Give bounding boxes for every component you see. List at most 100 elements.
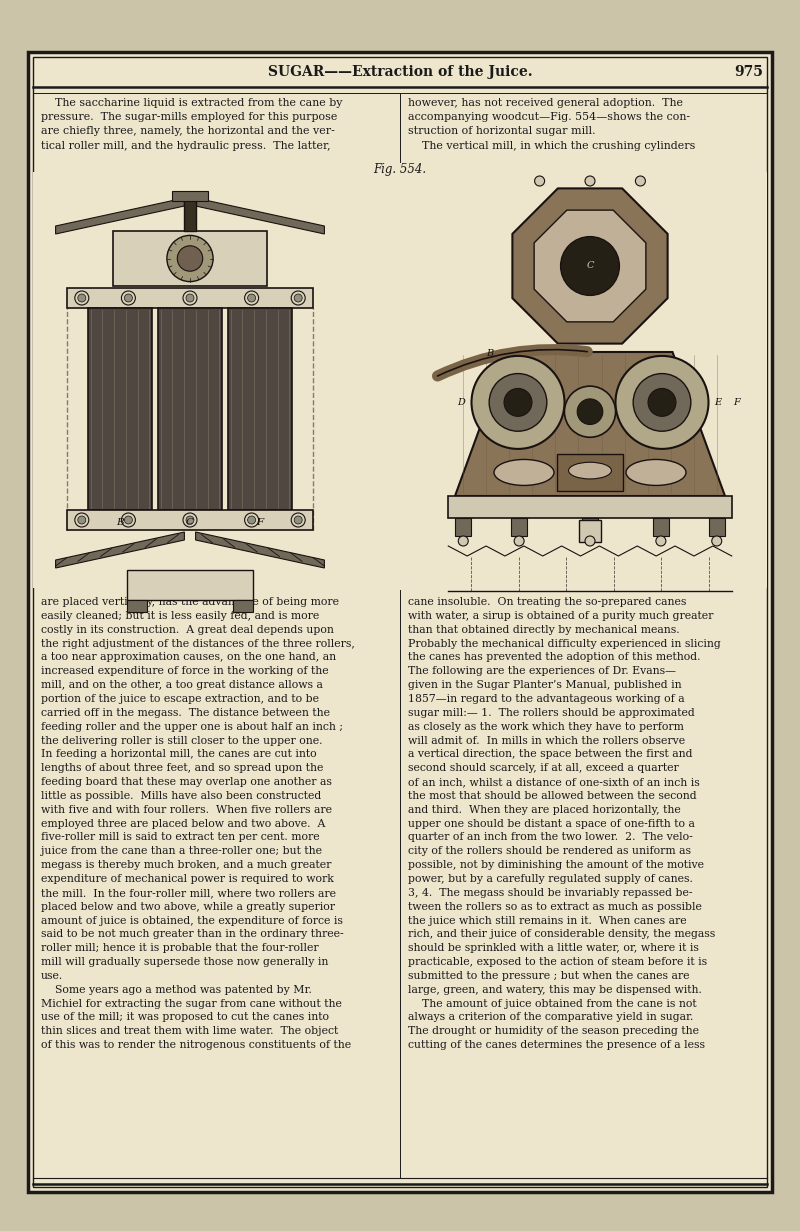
Circle shape xyxy=(585,535,595,547)
Text: as closely as the work which they have to perform: as closely as the work which they have t… xyxy=(408,721,684,731)
Text: with five and with four rollers.  When five rollers are: with five and with four rollers. When fi… xyxy=(41,805,332,815)
Bar xyxy=(127,570,253,599)
Text: B: B xyxy=(116,518,124,527)
Bar xyxy=(448,496,732,518)
Bar xyxy=(511,518,527,535)
Text: mill will gradually supersede those now generally in: mill will gradually supersede those now … xyxy=(41,956,328,968)
Text: The saccharine liquid is extracted from the cane by: The saccharine liquid is extracted from … xyxy=(41,98,342,108)
Text: easily cleaned; but it is less easily fed, and is more: easily cleaned; but it is less easily fe… xyxy=(41,611,319,620)
Circle shape xyxy=(291,291,306,305)
Text: upper one should be distant a space of one-fifth to a: upper one should be distant a space of o… xyxy=(408,819,695,828)
Bar xyxy=(127,599,147,612)
Circle shape xyxy=(471,356,565,449)
Circle shape xyxy=(125,294,133,302)
Text: C: C xyxy=(186,518,194,527)
Text: large, green, and watery, this may be dispensed with.: large, green, and watery, this may be di… xyxy=(408,985,702,995)
Text: quarter of an inch from the two lower.  2.  The velo-: quarter of an inch from the two lower. 2… xyxy=(408,832,693,842)
Polygon shape xyxy=(455,352,725,496)
Text: The drought or humidity of the season preceding the: The drought or humidity of the season pr… xyxy=(408,1027,699,1037)
Text: a too near approximation causes, on the one hand, an: a too near approximation causes, on the … xyxy=(41,652,336,662)
Circle shape xyxy=(186,294,194,302)
Text: the right adjustment of the distances of the three rollers,: the right adjustment of the distances of… xyxy=(41,639,355,649)
Bar xyxy=(184,196,196,231)
Polygon shape xyxy=(55,198,184,234)
Text: five-roller mill is said to extract ten per cent. more: five-roller mill is said to extract ten … xyxy=(41,832,320,842)
Text: 975: 975 xyxy=(734,65,763,79)
Text: D: D xyxy=(458,398,466,407)
Text: of this was to render the nitrogenous constituents of the: of this was to render the nitrogenous co… xyxy=(41,1040,351,1050)
Bar xyxy=(172,191,208,201)
Ellipse shape xyxy=(626,459,686,485)
Circle shape xyxy=(183,291,197,305)
Text: the mill.  In the four-roller mill, where two rollers are: the mill. In the four-roller mill, where… xyxy=(41,888,336,897)
Circle shape xyxy=(245,291,258,305)
Polygon shape xyxy=(195,532,325,567)
Circle shape xyxy=(578,399,602,425)
Text: The amount of juice obtained from the cane is not: The amount of juice obtained from the ca… xyxy=(408,998,697,1008)
Circle shape xyxy=(78,516,86,524)
Circle shape xyxy=(183,513,197,527)
Circle shape xyxy=(125,516,133,524)
Circle shape xyxy=(514,535,524,547)
Text: Probably the mechanical difficulty experienced in slicing: Probably the mechanical difficulty exper… xyxy=(408,639,721,649)
Text: use of the mill; it was proposed to cut the canes into: use of the mill; it was proposed to cut … xyxy=(41,1013,329,1023)
Ellipse shape xyxy=(569,463,611,479)
Bar xyxy=(233,599,253,612)
Text: costly in its construction.  A great deal depends upon: costly in its construction. A great deal… xyxy=(41,624,334,635)
Text: said to be not much greater than in the ordinary three-: said to be not much greater than in the … xyxy=(41,929,344,939)
Text: pressure.  The sugar-mills employed for this purpose: pressure. The sugar-mills employed for t… xyxy=(41,112,338,122)
Circle shape xyxy=(489,373,547,431)
Text: F: F xyxy=(256,518,264,527)
Bar xyxy=(557,454,623,491)
Circle shape xyxy=(504,389,532,416)
Circle shape xyxy=(656,535,666,547)
Text: however, has not received general adoption.  The: however, has not received general adopti… xyxy=(408,98,683,108)
Text: always a criterion of the comparative yield in sugar.: always a criterion of the comparative yi… xyxy=(408,1013,694,1023)
Circle shape xyxy=(75,513,89,527)
Text: little as possible.  Mills have also been constructed: little as possible. Mills have also been… xyxy=(41,790,322,801)
Polygon shape xyxy=(195,198,325,234)
Text: cane insoluble.  On treating the so-prepared canes: cane insoluble. On treating the so-prepa… xyxy=(408,597,686,607)
Text: practicable, exposed to the action of steam before it is: practicable, exposed to the action of st… xyxy=(408,956,707,968)
Text: C: C xyxy=(586,261,594,271)
Circle shape xyxy=(458,535,468,547)
Bar xyxy=(67,510,314,531)
Text: than that obtained directly by mechanical means.: than that obtained directly by mechanica… xyxy=(408,624,680,635)
Polygon shape xyxy=(534,211,646,321)
Text: roller mill; hence it is probable that the four-roller: roller mill; hence it is probable that t… xyxy=(41,943,318,953)
Text: the delivering roller is still closer to the upper one.: the delivering roller is still closer to… xyxy=(41,735,322,746)
Text: juice from the cane than a three-roller one; but the: juice from the cane than a three-roller … xyxy=(41,846,322,857)
Text: of an inch, whilst a distance of one-sixth of an inch is: of an inch, whilst a distance of one-six… xyxy=(408,777,700,787)
Circle shape xyxy=(648,389,676,416)
Circle shape xyxy=(186,516,194,524)
Text: B: B xyxy=(486,350,493,358)
Bar xyxy=(33,172,767,588)
Circle shape xyxy=(248,294,256,302)
Bar xyxy=(228,308,292,510)
Bar xyxy=(582,518,598,535)
Text: expenditure of mechanical power is required to work: expenditure of mechanical power is requi… xyxy=(41,874,334,884)
Text: will admit of.  In mills in which the rollers observe: will admit of. In mills in which the rol… xyxy=(408,735,685,746)
Bar xyxy=(579,519,601,542)
Circle shape xyxy=(534,176,545,186)
Text: the most that should be allowed between the second: the most that should be allowed between … xyxy=(408,790,697,801)
Circle shape xyxy=(75,291,89,305)
Circle shape xyxy=(178,246,202,271)
Text: portion of the juice to escape extraction, and to be: portion of the juice to escape extractio… xyxy=(41,694,319,704)
Circle shape xyxy=(122,513,135,527)
Circle shape xyxy=(561,236,619,295)
Text: accompanying woodcut—Fig. 554—shows the con-: accompanying woodcut—Fig. 554—shows the … xyxy=(408,112,690,122)
Bar xyxy=(709,518,725,535)
Text: a vertical direction, the space between the first and: a vertical direction, the space between … xyxy=(408,750,693,760)
Circle shape xyxy=(78,294,86,302)
Text: The vertical mill, in which the crushing cylinders: The vertical mill, in which the crushing… xyxy=(408,140,695,150)
Circle shape xyxy=(167,235,213,282)
Circle shape xyxy=(291,513,306,527)
Polygon shape xyxy=(512,188,668,343)
Text: F: F xyxy=(733,398,740,407)
Text: power, but by a carefully regulated supply of canes.: power, but by a carefully regulated supp… xyxy=(408,874,693,884)
Text: tical roller mill, and the hydraulic press.  The latter,: tical roller mill, and the hydraulic pre… xyxy=(41,140,330,150)
Text: The following are the experiences of Dr. Evans—: The following are the experiences of Dr.… xyxy=(408,666,676,676)
Text: sugar mill:— 1.  The rollers should be approximated: sugar mill:— 1. The rollers should be ap… xyxy=(408,708,694,718)
Circle shape xyxy=(633,373,691,431)
